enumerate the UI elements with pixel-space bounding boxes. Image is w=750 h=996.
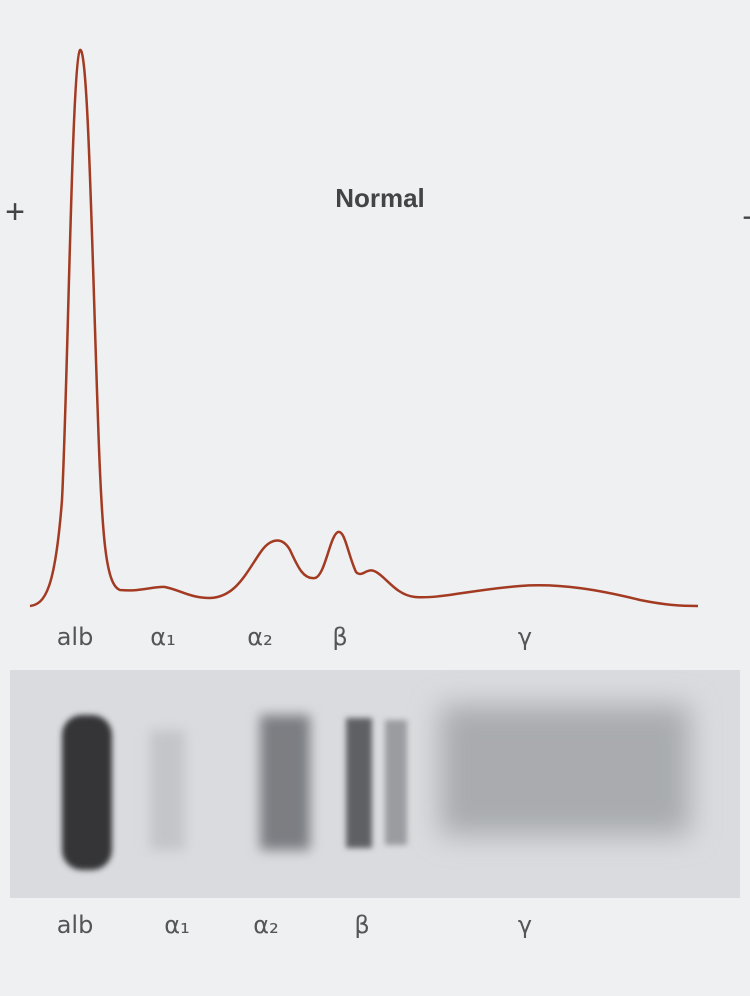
gel-label: alb	[57, 911, 94, 939]
title: Normal	[335, 183, 425, 213]
page: + − Normal albα₁α₂βγ albα₁α₂βγ (() => { …	[0, 0, 750, 996]
trace-label: β	[332, 623, 347, 651]
cathode-sign: −	[742, 199, 750, 237]
trace-label: alb	[57, 623, 94, 651]
trace-label: α₂	[247, 623, 272, 651]
gel-label: γ	[518, 911, 532, 939]
trace-label: γ	[518, 623, 532, 651]
trace-label: α₁	[150, 623, 175, 651]
gel-label: α₁	[164, 911, 189, 939]
figure: + − Normal alb α₁ α₂ β γ alb α₁ α₂ β γ	[0, 0, 750, 996]
beta2-band	[385, 720, 407, 845]
alpha2-band	[260, 715, 310, 850]
gel-label: β	[354, 911, 369, 939]
albumin-band	[62, 715, 112, 870]
beta1-band	[346, 718, 372, 848]
gamma-band	[440, 705, 690, 835]
anode-sign: +	[5, 193, 25, 231]
gel-label: α₂	[253, 911, 278, 939]
alpha1-band	[150, 730, 185, 850]
